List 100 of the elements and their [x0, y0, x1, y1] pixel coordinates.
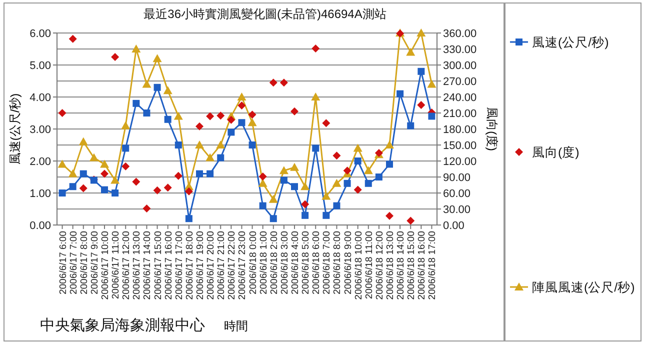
x-tick-label: 2006/6/17 8:00: [78, 231, 90, 294]
point: [69, 183, 76, 190]
x-axis-title: 時間: [224, 319, 248, 333]
point: [206, 170, 214, 178]
point: [195, 140, 204, 148]
point: [375, 174, 382, 180]
point: [228, 128, 235, 136]
point: [112, 190, 119, 196]
point: [154, 84, 161, 91]
x-tick-label: 2006/6/17 11:00: [110, 231, 122, 299]
point: [290, 107, 298, 116]
y-axis-title: 風速(公尺/秒): [8, 93, 22, 165]
point: [364, 166, 373, 174]
point: [386, 212, 394, 220]
point: [280, 78, 288, 87]
x-tick-label: 2006/6/17 16:00: [163, 231, 174, 300]
x-tick-label: 2006/6/18 14:00: [396, 231, 407, 300]
point: [270, 215, 277, 222]
point: [322, 119, 330, 128]
y2-tick-label: 60.00: [443, 188, 471, 200]
x-tick-label: 2006/6/18 11:00: [364, 231, 375, 299]
point: [58, 109, 66, 117]
text: 中央氣象局海象測報中心: [40, 316, 205, 334]
point: [248, 118, 257, 126]
y-tick-label: 5.00: [30, 60, 51, 72]
point: [322, 212, 330, 219]
x-tick-label: 2006/6/18 17:00: [427, 231, 438, 300]
point: [416, 28, 426, 36]
point: [332, 152, 341, 160]
point: [418, 68, 425, 75]
point: [322, 192, 331, 200]
point: [364, 180, 372, 187]
x-tick-label: 2006/6/17 18:00: [184, 231, 196, 300]
x-tick-label: 2006/6/17 15:00: [152, 231, 164, 300]
point: [354, 186, 362, 194]
x-tick-label: 2006/6/17 22:00: [226, 231, 238, 300]
y2-tick-label: 120.00: [443, 156, 477, 168]
x-tick-label: 2006/6/17 14:00: [142, 231, 154, 300]
point: [279, 166, 288, 174]
point: [164, 116, 172, 123]
y-tick-label: 4.00: [30, 92, 51, 104]
x-tick-label: 2006/6/18 9:00: [342, 231, 354, 294]
point: [238, 102, 246, 110]
x-tick-label: 2006/6/18 6:00: [311, 231, 322, 294]
point: [344, 180, 351, 187]
point: [142, 204, 151, 212]
point: [268, 194, 278, 203]
x-tick-label: 2006/6/17 6:00: [58, 231, 69, 294]
y-tick-label: 6.00: [30, 28, 51, 40]
point: [248, 142, 256, 148]
point: [343, 166, 352, 175]
point: [312, 44, 320, 52]
x-tick-label: 2006/6/17 13:00: [132, 231, 143, 300]
x-tick-label: 2006/6/17 19:00: [195, 231, 206, 300]
point: [302, 212, 309, 219]
point: [407, 122, 414, 130]
y2-axis-title: 風向(度): [485, 107, 499, 151]
y2-tick-label: 90.00: [443, 172, 471, 184]
point: [259, 202, 266, 210]
point: [164, 184, 172, 192]
x-tick-label: 2006/6/18 8:00: [332, 231, 344, 294]
point: [174, 172, 182, 180]
point: [417, 101, 426, 109]
point: [101, 186, 108, 194]
point: [163, 86, 172, 94]
point: [206, 112, 214, 120]
y-tick-label: 3.00: [30, 124, 51, 136]
point: [110, 176, 120, 184]
x-tick-label: 2006/6/18 13:00: [385, 231, 396, 300]
y2-tick-label: 360.00: [443, 28, 477, 40]
x-tick-label: 2006/6/18 0:00: [248, 231, 259, 294]
point: [196, 170, 203, 178]
y2-tick-label: 150.00: [443, 140, 477, 152]
point: [132, 178, 140, 186]
y2-tick-label: 300.00: [443, 60, 477, 72]
y2-tick-label: 330.00: [443, 44, 477, 56]
x-tick-label: 2006/6/18 12:00: [374, 231, 386, 300]
point: [68, 169, 78, 178]
y-tick-label: 2.00: [30, 156, 51, 168]
chart-title: 最近36小時實測風變化圖(未品管)46694A測站: [144, 7, 386, 21]
point: [269, 78, 278, 87]
point: [217, 154, 224, 162]
point: [406, 216, 415, 225]
point: [121, 121, 130, 130]
point: [300, 182, 310, 190]
point: [153, 186, 162, 194]
point: [258, 178, 268, 187]
point: [290, 162, 299, 171]
point: [428, 112, 436, 120]
point: [427, 80, 436, 88]
point: [333, 202, 340, 210]
y2-tick-label: 180.00: [443, 124, 477, 136]
x-tick-label: 2006/6/18 15:00: [406, 231, 418, 300]
point: [100, 170, 108, 178]
x-tick-label: 2006/6/17 20:00: [206, 231, 217, 300]
point: [89, 153, 98, 162]
x-tick-label: 2006/6/18 3:00: [279, 231, 290, 294]
point: [248, 110, 256, 119]
point: [132, 100, 140, 107]
point: [385, 140, 394, 148]
